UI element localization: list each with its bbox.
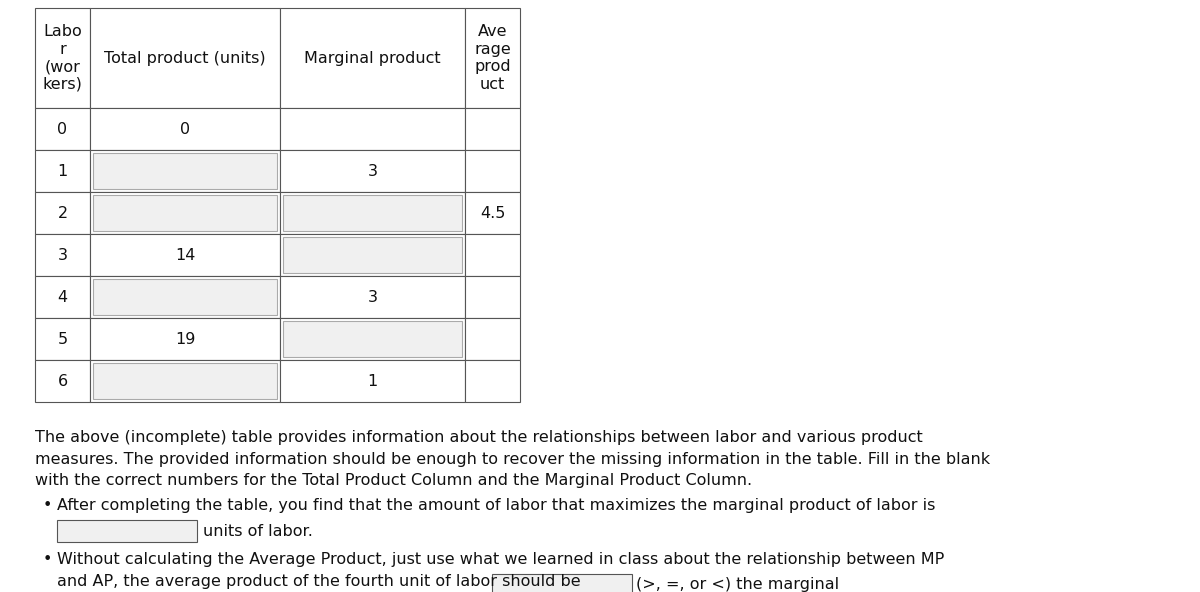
Text: •: • [43,498,53,513]
Text: 3: 3 [367,289,378,304]
Bar [35,8,90,108]
Bar [280,192,466,234]
Bar [35,192,90,234]
Text: 2: 2 [58,205,67,220]
Bar [466,276,520,318]
Text: 5: 5 [58,332,67,346]
Bar [492,574,632,592]
Bar [35,276,90,318]
Text: 19: 19 [175,332,196,346]
Text: Marginal product: Marginal product [304,50,440,66]
Text: 3: 3 [58,247,67,262]
Bar [94,363,277,399]
Bar [94,195,277,231]
Text: 0: 0 [58,121,67,137]
Bar [90,108,280,150]
Text: 3: 3 [367,163,378,179]
Text: Without calculating the Average Product, just use what we learned in class about: Without calculating the Average Product,… [58,552,944,567]
Text: Total product (units): Total product (units) [104,50,266,66]
Text: units of labor.: units of labor. [203,523,313,539]
Bar [280,234,466,276]
Bar [90,192,280,234]
Bar [58,520,197,542]
Text: •: • [43,552,53,567]
Text: The above (incomplete) table provides information about the relationships betwee: The above (incomplete) table provides in… [35,430,990,488]
Bar [35,150,90,192]
Bar [94,279,277,315]
Bar [94,153,277,189]
Bar [280,150,466,192]
Bar [283,237,462,273]
Bar [35,360,90,402]
Text: 0: 0 [180,121,190,137]
Bar [280,318,466,360]
Bar [90,318,280,360]
Text: 1: 1 [58,163,67,179]
Bar [466,234,520,276]
Bar [90,234,280,276]
Bar [466,108,520,150]
Bar [90,8,280,108]
Bar [35,318,90,360]
Bar [466,192,520,234]
Bar [35,108,90,150]
Text: 4.5: 4.5 [480,205,505,220]
Bar [466,360,520,402]
Bar [283,321,462,357]
Bar [90,276,280,318]
Bar [90,360,280,402]
Bar [283,195,462,231]
Bar [280,360,466,402]
Text: 14: 14 [175,247,196,262]
Bar [466,150,520,192]
Text: 6: 6 [58,374,67,388]
Text: After completing the table, you find that the amount of labor that maximizes the: After completing the table, you find tha… [58,498,935,513]
Bar [35,234,90,276]
Text: and AP, the average product of the fourth unit of labor should be: and AP, the average product of the fourt… [58,574,581,589]
Bar [280,276,466,318]
Bar [90,150,280,192]
Bar [280,8,466,108]
Bar [466,318,520,360]
Text: (>, =, or <) the marginal: (>, =, or <) the marginal [636,578,839,592]
Text: Labo
r
(wor
kers): Labo r (wor kers) [42,24,83,92]
Bar [280,108,466,150]
Text: Ave
rage
prod
uct: Ave rage prod uct [474,24,511,92]
Text: 4: 4 [58,289,67,304]
Text: 1: 1 [367,374,378,388]
Bar [466,8,520,108]
